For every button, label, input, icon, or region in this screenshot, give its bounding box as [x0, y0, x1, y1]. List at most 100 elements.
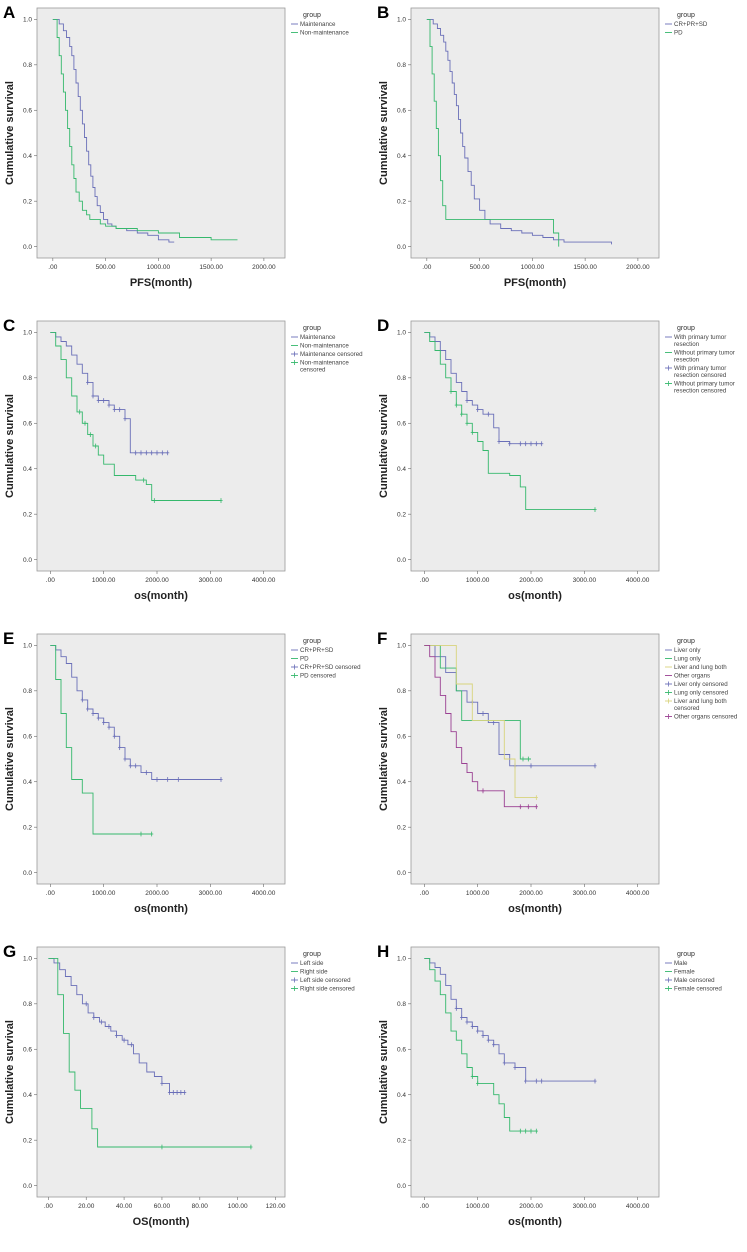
- panel-e: E 0.0 0.2 0.4 0.6 0.8 1.0 .00 1000.00 2000.00 3000…: [0, 626, 373, 939]
- legend-label: Non-maintenance: [300, 30, 349, 37]
- panel-f: F 0.0 0.2 0.4 0.6 0.8 1.0 .00 1000.00 2000.00 3000…: [374, 626, 747, 939]
- panel-label: A: [3, 3, 15, 22]
- y-tick-label: 0.8: [23, 1001, 32, 1008]
- y-tick-label: 0.8: [23, 688, 32, 695]
- y-tick-label: 0.0: [23, 1183, 32, 1190]
- y-tick-label: 0.2: [397, 824, 406, 831]
- y-tick-label: 1.0: [397, 956, 406, 963]
- legend-label: Lung only censored: [674, 690, 729, 697]
- x-tick-label: 1000.00: [521, 264, 545, 271]
- x-tick-label: 2000.00: [519, 577, 543, 584]
- y-axis-title: Cumulative survival: [4, 707, 16, 811]
- x-tick-label: 1500.00: [199, 264, 223, 271]
- y-tick-label: 1.0: [397, 643, 406, 650]
- x-tick-label: 40.00: [116, 1203, 133, 1210]
- panel-a: A 0.0 0.2 0.4 0.6 0.8 1.0 .00 500.00 1000.00 1500.…: [0, 0, 373, 313]
- y-tick-label: 0.6: [23, 1047, 32, 1054]
- chart-svg: B 0.0 0.2 0.4 0.6 0.8 1.0 .00 500.00 1000.00 1500.…: [377, 3, 708, 289]
- chart-svg: G 0.0 0.2 0.4 0.6 0.8 1.0 .00 20.00 40.00 60.00 80.…: [3, 942, 355, 1228]
- series-line-maintenance: [52, 18, 175, 243]
- y-tick-label: 0.4: [23, 466, 32, 473]
- y-tick-label: 1.0: [23, 956, 32, 963]
- panel-label: D: [377, 316, 389, 335]
- y-tick-label: 0.4: [397, 1092, 406, 1099]
- y-axis-title: Cumulative survival: [4, 394, 16, 498]
- x-tick-label: .00: [44, 1203, 53, 1210]
- y-tick-label: 0.6: [397, 1047, 406, 1054]
- x-tick-label: 2000.00: [145, 890, 169, 897]
- series-line-lung-only: [424, 644, 531, 760]
- legend-label: Female: [674, 969, 695, 976]
- y-tick-label: 0.8: [23, 375, 32, 382]
- plot-area: [36, 320, 286, 572]
- x-tick-label: 3000.00: [573, 1203, 597, 1210]
- series-line-left-side: [48, 957, 185, 1093]
- x-tick-label: 500.00: [470, 264, 490, 271]
- y-tick-label: 1.0: [23, 17, 32, 24]
- plot-area: [410, 320, 660, 572]
- legend-title: group: [303, 951, 321, 958]
- panel-label: E: [3, 629, 14, 648]
- legend-label: Non-maintenance: [300, 343, 349, 350]
- legend-label: With primary tumor resection censored: [674, 365, 727, 379]
- y-tick-label: 0.0: [23, 557, 32, 564]
- y-tick-label: 0.8: [397, 375, 406, 382]
- y-tick-label: 0.6: [23, 108, 32, 115]
- legend-label: Without primary tumor resection censored: [674, 381, 735, 395]
- y-tick-label: 0.4: [397, 153, 406, 160]
- panel-h: H 0.0 0.2 0.4 0.6 0.8 1.0 .00 1000.00 2000.00 3000…: [374, 939, 747, 1252]
- legend-title: group: [677, 325, 695, 332]
- legend-title: group: [303, 325, 321, 332]
- legend-label: Other organs censored: [674, 714, 738, 721]
- chart-svg: H 0.0 0.2 0.4 0.6 0.8 1.0 .00 1000.00 2000.00 3000…: [377, 942, 722, 1228]
- y-tick-label: 0.0: [23, 244, 32, 251]
- x-tick-label: 1000.00: [466, 1203, 490, 1210]
- y-tick-label: 0.6: [397, 421, 406, 428]
- y-tick-label: 0.6: [23, 734, 32, 741]
- legend-title: group: [677, 638, 695, 645]
- legend-label: With primary tumor resection: [674, 334, 726, 348]
- x-tick-label: 1000.00: [147, 264, 171, 271]
- x-tick-label: 4000.00: [626, 577, 650, 584]
- y-tick-label: 0.4: [23, 779, 32, 786]
- y-axis-title: Cumulative survival: [4, 1020, 16, 1124]
- y-tick-label: 0.8: [23, 62, 32, 69]
- x-tick-label: 120.00: [266, 1203, 286, 1210]
- y-tick-label: 0.2: [23, 824, 32, 831]
- legend-label: Maintenance censored: [300, 351, 363, 358]
- x-axis-title: PFS(month): [130, 277, 193, 289]
- y-tick-label: 1.0: [23, 330, 32, 337]
- y-axis-title: Cumulative survival: [378, 81, 390, 185]
- y-tick-label: 0.4: [23, 153, 32, 160]
- y-axis-title: Cumulative survival: [378, 394, 390, 498]
- y-tick-label: 1.0: [397, 17, 406, 24]
- legend-label: Left side: [300, 960, 324, 967]
- y-tick-label: 0.2: [397, 198, 406, 205]
- series-line-other-organs: [424, 644, 537, 808]
- series-line-liver-and-lung-both: [424, 644, 537, 799]
- x-tick-label: 1500.00: [573, 264, 597, 271]
- legend-label: Other organs: [674, 673, 710, 680]
- x-tick-label: 1000.00: [92, 577, 116, 584]
- plot-area: [410, 633, 660, 885]
- x-tick-label: .00: [46, 890, 55, 897]
- y-tick-label: 0.2: [23, 198, 32, 205]
- legend-label: Liver and lung both: [674, 664, 727, 671]
- x-tick-label: 2000.00: [252, 264, 276, 271]
- chart-svg: F 0.0 0.2 0.4 0.6 0.8 1.0 .00 1000.00 2000.00 3000…: [377, 629, 738, 915]
- y-axis-title: Cumulative survival: [378, 707, 390, 811]
- legend-label: Lung only: [674, 656, 702, 663]
- x-axis-title: os(month): [508, 590, 562, 602]
- x-tick-label: .00: [420, 1203, 429, 1210]
- series-line-cr-pr-sd: [426, 18, 612, 245]
- x-tick-label: 4000.00: [252, 890, 276, 897]
- x-axis-title: OS(month): [133, 1216, 190, 1228]
- x-tick-label: .00: [422, 264, 431, 271]
- legend-label: Female censored: [674, 986, 722, 993]
- x-tick-label: 3000.00: [573, 890, 597, 897]
- legend-label: CR+PR+SD: [300, 647, 334, 654]
- x-axis-title: os(month): [508, 1216, 562, 1228]
- y-axis-title: Cumulative survival: [378, 1020, 390, 1124]
- legend-title: group: [303, 12, 321, 19]
